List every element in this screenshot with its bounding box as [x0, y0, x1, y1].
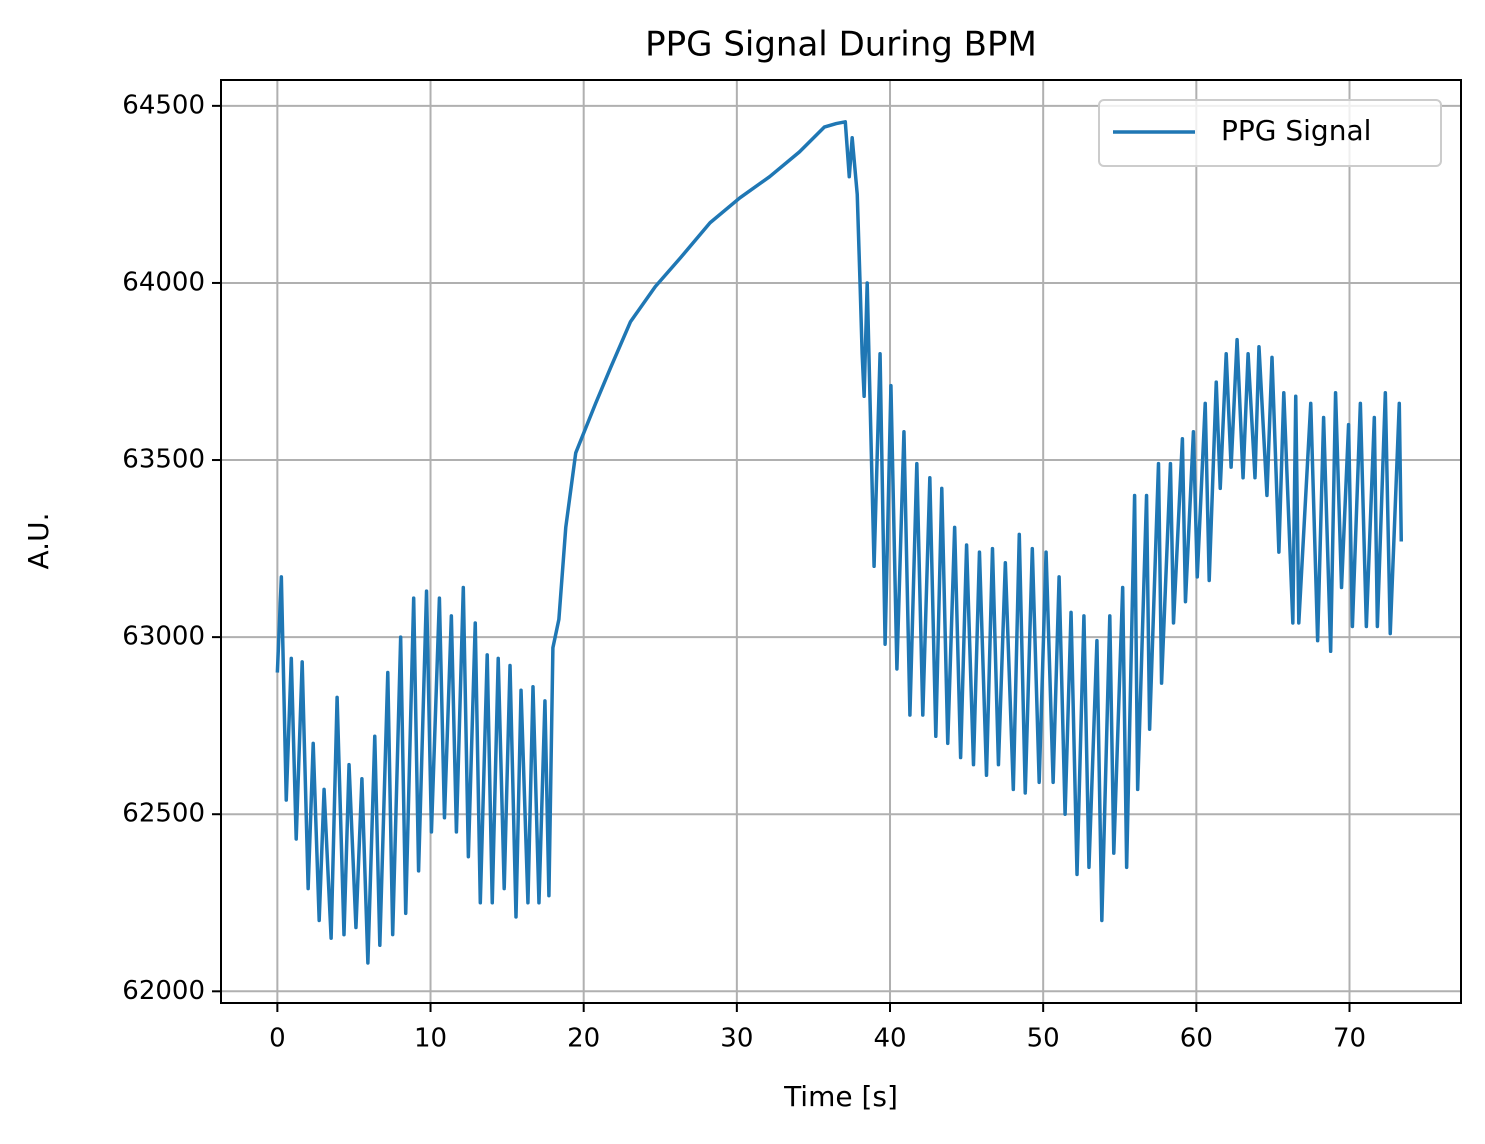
x-tick-label: 60 [1180, 1024, 1213, 1054]
plot-frame [220, 79, 1462, 1004]
x-tick-label: 40 [873, 1024, 906, 1054]
y-tick-label: 62500 [122, 799, 205, 829]
legend-box [1098, 99, 1442, 167]
x-axis-label: Time [s] [783, 1080, 898, 1113]
y-tick-label: 63000 [122, 622, 205, 652]
y-tick-label: 63500 [122, 445, 205, 475]
x-tick-label: 30 [720, 1024, 753, 1054]
y-tick-label: 64500 [122, 90, 205, 120]
y-axis-label: A.U. [22, 513, 55, 570]
legend-label: PPG Signal [1221, 114, 1371, 147]
x-tick-label: 0 [269, 1024, 286, 1054]
chart-title: PPG Signal During BPM [645, 25, 1037, 65]
y-tick-label: 64000 [122, 267, 205, 297]
x-tick-label: 20 [567, 1024, 600, 1054]
legend: PPG Signal [1098, 99, 1442, 167]
x-tick-label: 10 [414, 1024, 447, 1054]
x-tick-label: 50 [1027, 1024, 1060, 1054]
x-tick-label: 70 [1333, 1024, 1366, 1054]
data-line [275, 120, 1404, 965]
y-tick-label: 62000 [122, 976, 205, 1006]
